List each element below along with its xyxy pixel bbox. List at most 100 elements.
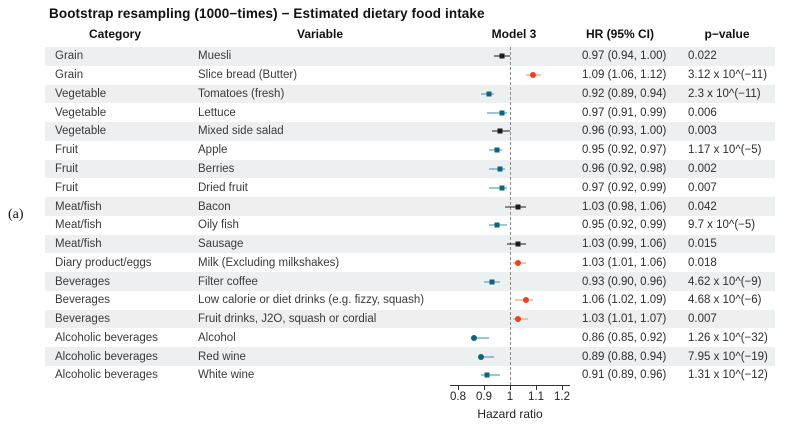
variable-label: Sausage [198, 238, 244, 251]
x-axis-tick-label: 1.2 [554, 391, 570, 403]
hr-ci-value: 0.97 (0.91, 0.99) [582, 106, 667, 119]
p-value: 0.022 [688, 50, 717, 63]
forest-row: Meat/fish Bacon 1.03 (0.98, 1.06) 0.042 [45, 197, 775, 216]
forest-row: Fruit Apple 0.95 (0.92, 0.97) 1.17 x 10^(−5… [45, 141, 775, 160]
point-estimate-marker [497, 166, 503, 172]
hr-ci-value: 1.06 (1.02, 1.09) [582, 294, 667, 307]
forest-row: Diary product/eggs Milk (Excluding milksh… [45, 253, 775, 272]
x-axis-tick [562, 385, 563, 390]
hr-ci-value: 0.96 (0.92, 0.98) [582, 162, 667, 175]
hr-ci-value: 0.97 (0.92, 0.99) [582, 181, 667, 194]
forest-row: Meat/fish Sausage 1.03 (0.99, 1.06) 0.015 [45, 234, 775, 254]
forest-row: Fruit Dried fruit 0.97 (0.92, 0.99) 0.007 [45, 178, 775, 197]
hr-ci-value: 0.95 (0.92, 0.99) [582, 219, 667, 232]
point-estimate-marker [515, 241, 521, 247]
point-estimate-marker [486, 91, 492, 97]
hr-ci-value: 0.93 (0.90, 0.96) [582, 275, 667, 288]
x-axis-tick [458, 385, 459, 390]
variable-label: Berries [198, 162, 235, 175]
variable-label: Milk (Excluding milkshakes) [198, 256, 340, 269]
category-label: Alcoholic beverages [55, 350, 158, 363]
hr-ci-value: 1.03 (0.99, 1.06) [582, 238, 667, 251]
forest-row: Grain Muesli 0.97 (0.94, 1.00) 0.022 [45, 47, 775, 66]
category-label: Meat/fish [55, 219, 102, 232]
column-header-hr: HR (95% CI) [585, 27, 655, 41]
category-label: Meat/fish [55, 238, 102, 251]
forest-row: Vegetable Lettuce 0.97 (0.91, 0.99) 0.006 [45, 103, 775, 122]
point-estimate-marker [514, 316, 521, 323]
p-value: 2.3 x 10^(−11) [688, 87, 761, 100]
category-label: Alcoholic beverages [55, 331, 158, 344]
variable-label: White wine [198, 369, 255, 382]
forest-row: Vegetable Tomatoes (fresh) 0.92 (0.89, 0.9… [45, 84, 775, 104]
category-label: Fruit [55, 144, 78, 157]
x-axis-tick-label: 1 [506, 391, 514, 403]
p-value: 7.95 x 10^(−19) [688, 350, 768, 363]
panel-label: (a) [8, 207, 24, 222]
confidence-interval-line [489, 187, 508, 189]
variable-label: Muesli [198, 50, 232, 63]
variable-label: Low calorie or diet drinks (e.g. fizzy, … [198, 294, 425, 307]
point-estimate-marker [530, 72, 537, 79]
point-estimate-marker [497, 128, 503, 134]
variable-label: Red wine [198, 350, 246, 363]
variable-label: Alcohol [198, 331, 236, 344]
category-label: Beverages [55, 275, 110, 288]
x-axis-title: Hazard ratio [477, 407, 543, 421]
category-label: Beverages [55, 294, 110, 307]
forest-row: Vegetable Mixed side salad 0.96 (0.93, 1.0… [45, 122, 775, 141]
p-value: 0.003 [688, 125, 717, 138]
p-value: 1.26 x 10^(−32) [688, 331, 768, 344]
point-estimate-marker [484, 372, 490, 378]
hr-ci-value: 0.96 (0.93, 1.00) [582, 125, 667, 138]
forest-row: Beverages Filter coffee 0.93 (0.90, 0.96) 4… [45, 272, 775, 291]
confidence-interval-line [489, 168, 505, 170]
category-label: Fruit [55, 181, 78, 194]
variable-label: Apple [198, 144, 228, 157]
confidence-interval-line [478, 356, 495, 358]
variable-label: Mixed side salad [198, 125, 284, 138]
p-value: 4.68 x 10^(−6) [688, 294, 762, 307]
point-estimate-marker [470, 334, 477, 341]
p-value: 3.12 x 10^(−11) [688, 69, 768, 82]
p-value: 1.31 x 10^(−12) [688, 369, 768, 382]
forest-rows-container: Grain Muesli 0.97 (0.94, 1.00) 0.022 Grain Sl… [45, 47, 775, 385]
category-label: Vegetable [55, 125, 107, 138]
point-estimate-marker [478, 353, 485, 360]
variable-label: Bacon [198, 200, 231, 213]
chart-title: Bootstrap resampling (1000−times) − Esti… [49, 6, 485, 21]
category-label: Vegetable [55, 106, 107, 119]
column-header-pvalue: p−value [704, 27, 750, 41]
category-label: Vegetable [55, 87, 107, 100]
category-label: Grain [55, 50, 84, 63]
column-header-variable: Variable [296, 27, 344, 41]
hr-ci-value: 0.89 (0.88, 0.94) [582, 350, 667, 363]
category-label: Beverages [55, 313, 110, 326]
point-estimate-marker [499, 185, 505, 191]
variable-label: Tomatoes (fresh) [198, 87, 285, 100]
confidence-interval-line [486, 112, 508, 114]
point-estimate-marker [515, 204, 521, 209]
forest-row: Alcoholic beverages Alcohol 0.86 (0.85, 0.… [45, 328, 775, 347]
x-axis-tick-label: 0.9 [476, 391, 492, 403]
category-label: Meat/fish [55, 200, 102, 213]
confidence-interval-line [471, 337, 490, 339]
p-value: 0.007 [688, 313, 717, 326]
confidence-interval-line [481, 374, 500, 376]
hr-ci-value: 1.03 (1.01, 1.06) [582, 256, 667, 269]
variable-label: Filter coffee [198, 275, 258, 288]
p-value: 0.042 [688, 200, 717, 213]
x-axis-tick-label: 0.8 [450, 391, 466, 403]
hr-ci-value: 1.09 (1.06, 1.12) [582, 69, 667, 82]
variable-label: Slice bread (Butter) [198, 69, 298, 82]
hr-ci-value: 0.92 (0.89, 0.94) [582, 87, 667, 100]
p-value: 9.7 x 10^(−5) [688, 219, 756, 232]
column-header-model: Model 3 [491, 27, 537, 41]
point-estimate-marker [499, 53, 505, 59]
p-value: 0.015 [688, 238, 717, 251]
reference-line [510, 47, 511, 385]
hr-ci-value: 0.97 (0.94, 1.00) [582, 50, 667, 63]
variable-label: Lettuce [198, 106, 236, 119]
forest-row: Alcoholic beverages Red wine 0.89 (0.88, 0… [45, 347, 775, 367]
point-estimate-marker [522, 297, 529, 304]
